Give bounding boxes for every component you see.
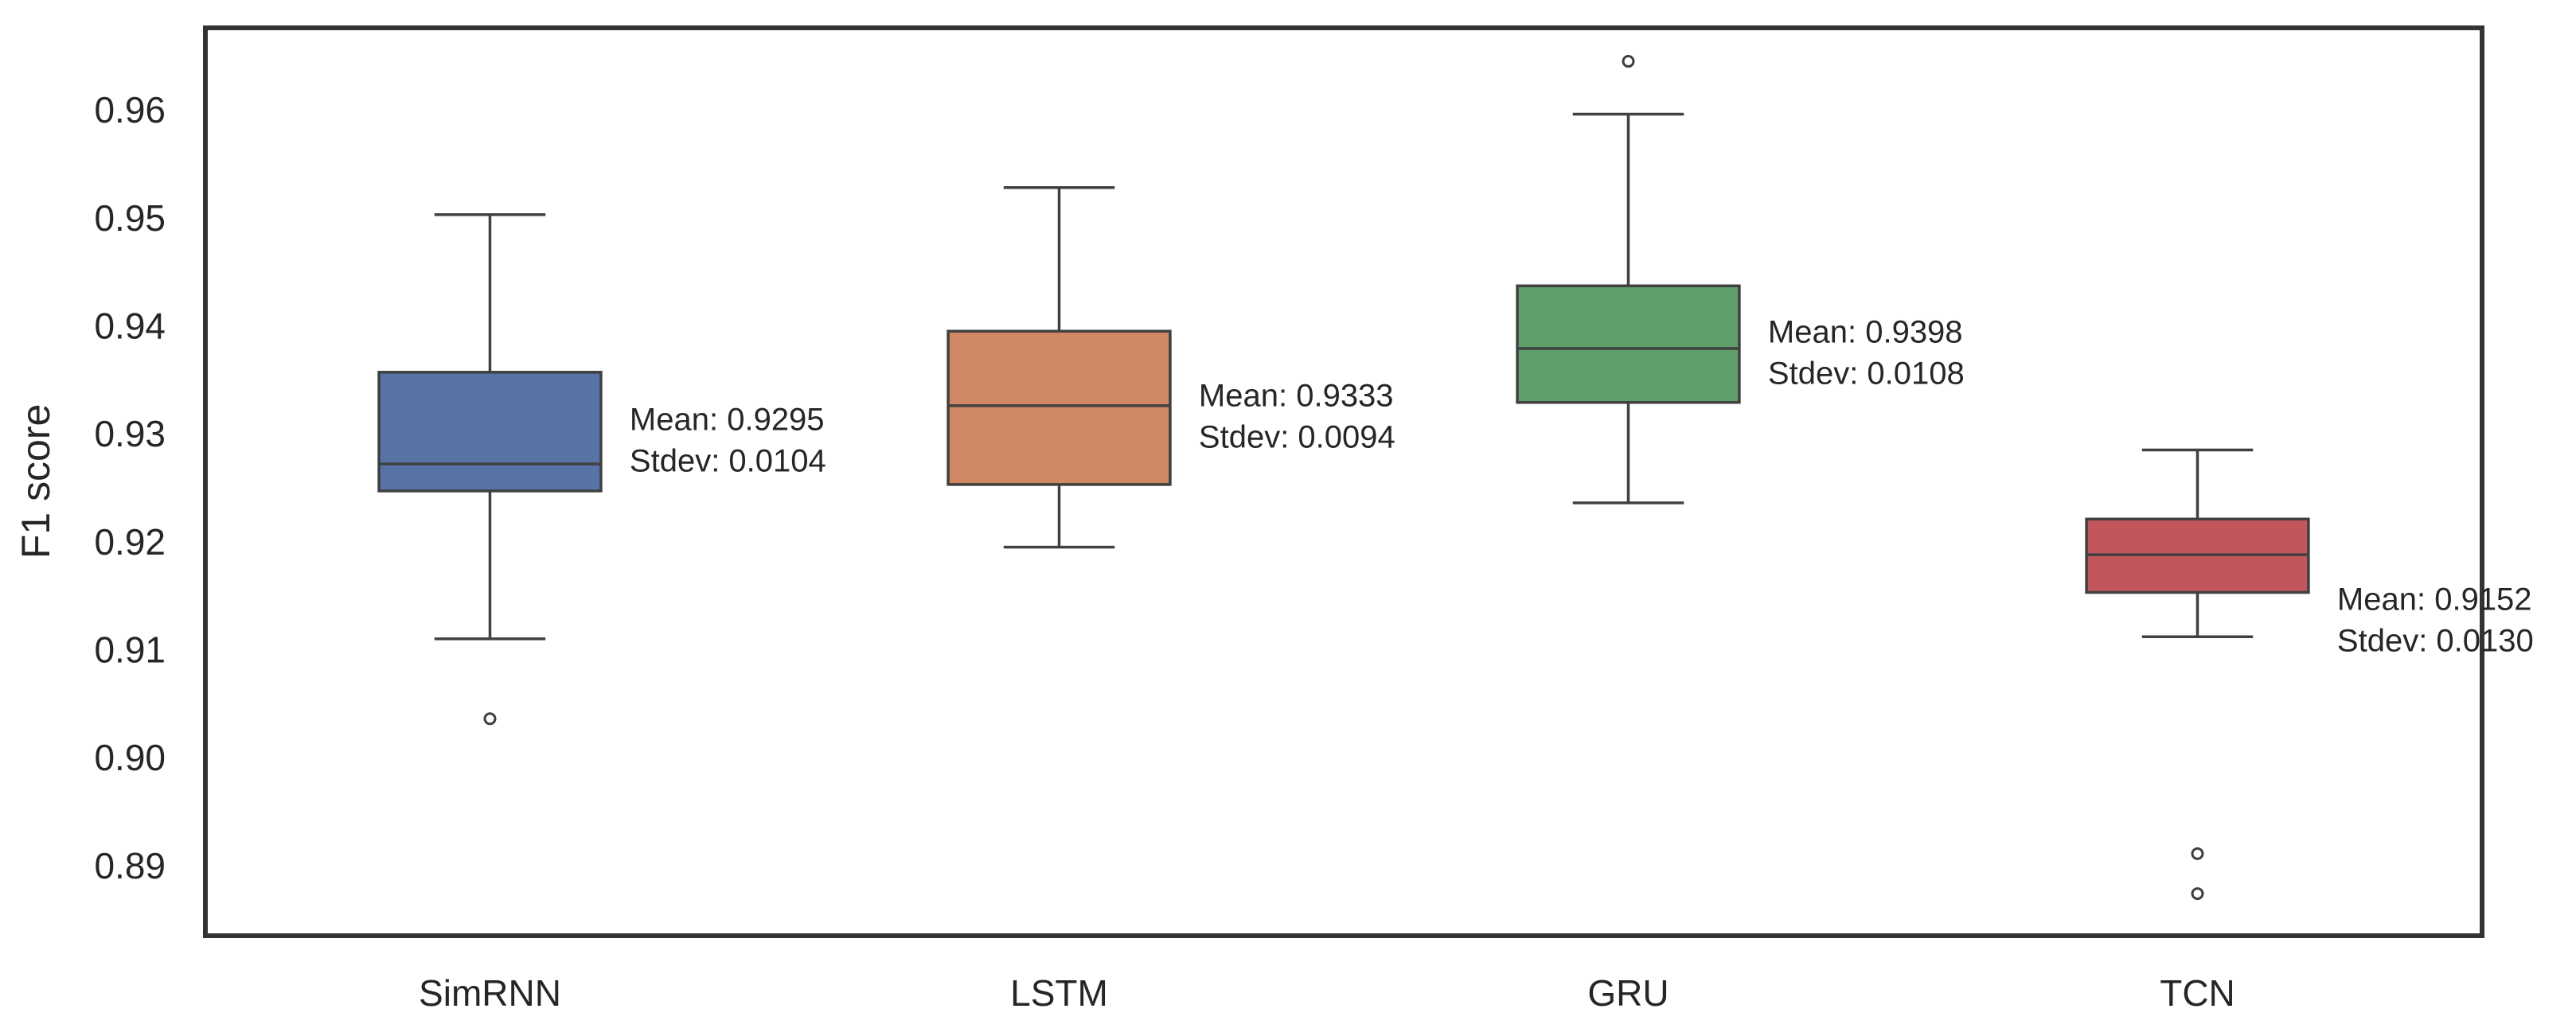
stdev-annotation: Stdev: 0.0130: [2337, 624, 2534, 659]
box-simrnn: [377, 371, 603, 493]
y-tick-label: 0.96: [94, 89, 166, 130]
plot-frame: [203, 25, 2484, 938]
y-tick-label: 0.91: [94, 629, 166, 670]
mean-annotation: Mean: 0.9295: [630, 402, 825, 437]
stdev-annotation: Stdev: 0.0104: [630, 443, 826, 478]
mean-annotation: Mean: 0.9398: [1768, 315, 1963, 350]
outlier-point: [2191, 847, 2204, 860]
y-tick-label: 0.93: [94, 413, 166, 454]
x-tick-label: GRU: [1587, 972, 1669, 1014]
stdev-annotation: Stdev: 0.0094: [1199, 420, 1395, 455]
y-tick-label: 0.90: [94, 737, 166, 778]
x-tick-label: TCN: [2160, 972, 2235, 1014]
y-tick-label: 0.92: [94, 521, 166, 563]
outlier-point: [1622, 55, 1635, 68]
plot-area: 0.89 0.90 0.91 0.92 0.93 0.94 0.95 0.96 SimRNN Me…: [94, 25, 2534, 1014]
outlier-point: [2191, 887, 2204, 901]
x-tick-label: SimRNN: [419, 972, 561, 1014]
mean-annotation: Mean: 0.9333: [1199, 379, 1394, 414]
y-tick-label: 0.89: [94, 845, 166, 886]
mean-annotation: Mean: 0.9152: [2337, 582, 2532, 617]
y-tick-label: 0.95: [94, 197, 166, 239]
box-gru: [1516, 284, 1741, 404]
outlier-point: [483, 712, 497, 726]
stdev-annotation: Stdev: 0.0108: [1768, 356, 1965, 391]
y-axis-label: F1 score: [14, 404, 58, 559]
box-lstm: [946, 329, 1172, 486]
x-tick-label: LSTM: [1010, 972, 1108, 1014]
y-tick-label: 0.94: [94, 305, 166, 346]
